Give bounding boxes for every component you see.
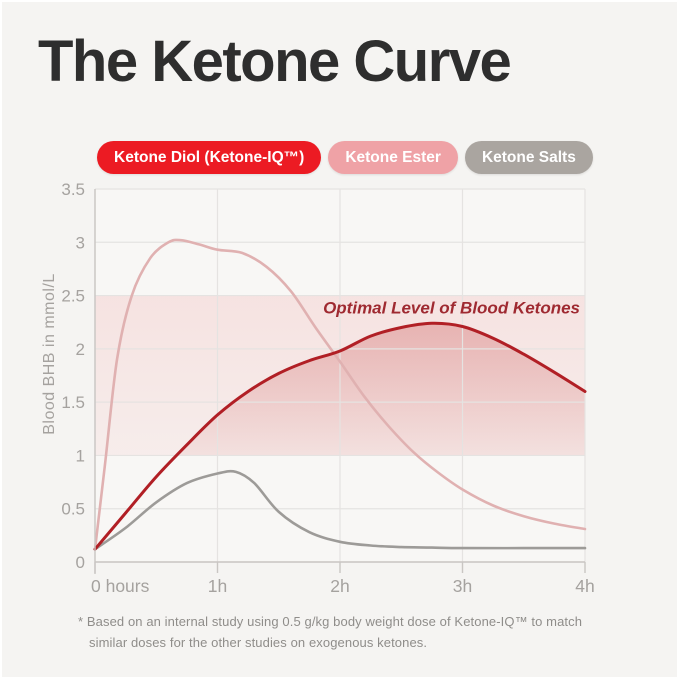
optimal-band-label: Optimal Level of Blood Ketones (323, 299, 580, 318)
y-tick-label: 0.5 (61, 500, 85, 519)
optimal-band (95, 295, 585, 456)
y-tick-label: 1.5 (61, 393, 85, 412)
x-tick-label: 1h (208, 576, 227, 596)
plot-area (95, 189, 585, 562)
series-line-ketone-salts (93, 469, 587, 551)
series-line-ketone-ester (93, 238, 587, 551)
y-tick-label: 3 (76, 233, 85, 252)
legend: Ketone Diol (Ketone-IQ™) Ketone Ester Ke… (97, 141, 593, 174)
x-tick-label: 4h (575, 576, 594, 596)
y-tick-label: 3.5 (61, 180, 85, 199)
x-tick-label: 0 hours (91, 576, 150, 596)
legend-pill-ketone-ester[interactable]: Ketone Ester (328, 141, 458, 174)
legend-pill-ketone-diol[interactable]: Ketone Diol (Ketone-IQ™) (97, 141, 322, 174)
x-tick-label: 3h (453, 576, 472, 596)
footnote: * Based on an internal study using 0.5 g… (78, 614, 583, 651)
y-tick-label: 1 (76, 446, 85, 465)
x-tick-label: 2h (330, 576, 349, 596)
y-tick-label: 2.5 (61, 287, 85, 306)
y-axis-title: Blood BHB in mmol/L (41, 273, 58, 435)
series-line-ketone-diol (93, 321, 587, 551)
y-tick-label: 0 (76, 553, 85, 572)
diol-area-fill (176, 323, 585, 456)
legend-pill-ketone-salts[interactable]: Ketone Salts (464, 141, 593, 174)
page-title: The Ketone Curve (38, 29, 512, 94)
y-tick-label: 2 (76, 340, 85, 359)
